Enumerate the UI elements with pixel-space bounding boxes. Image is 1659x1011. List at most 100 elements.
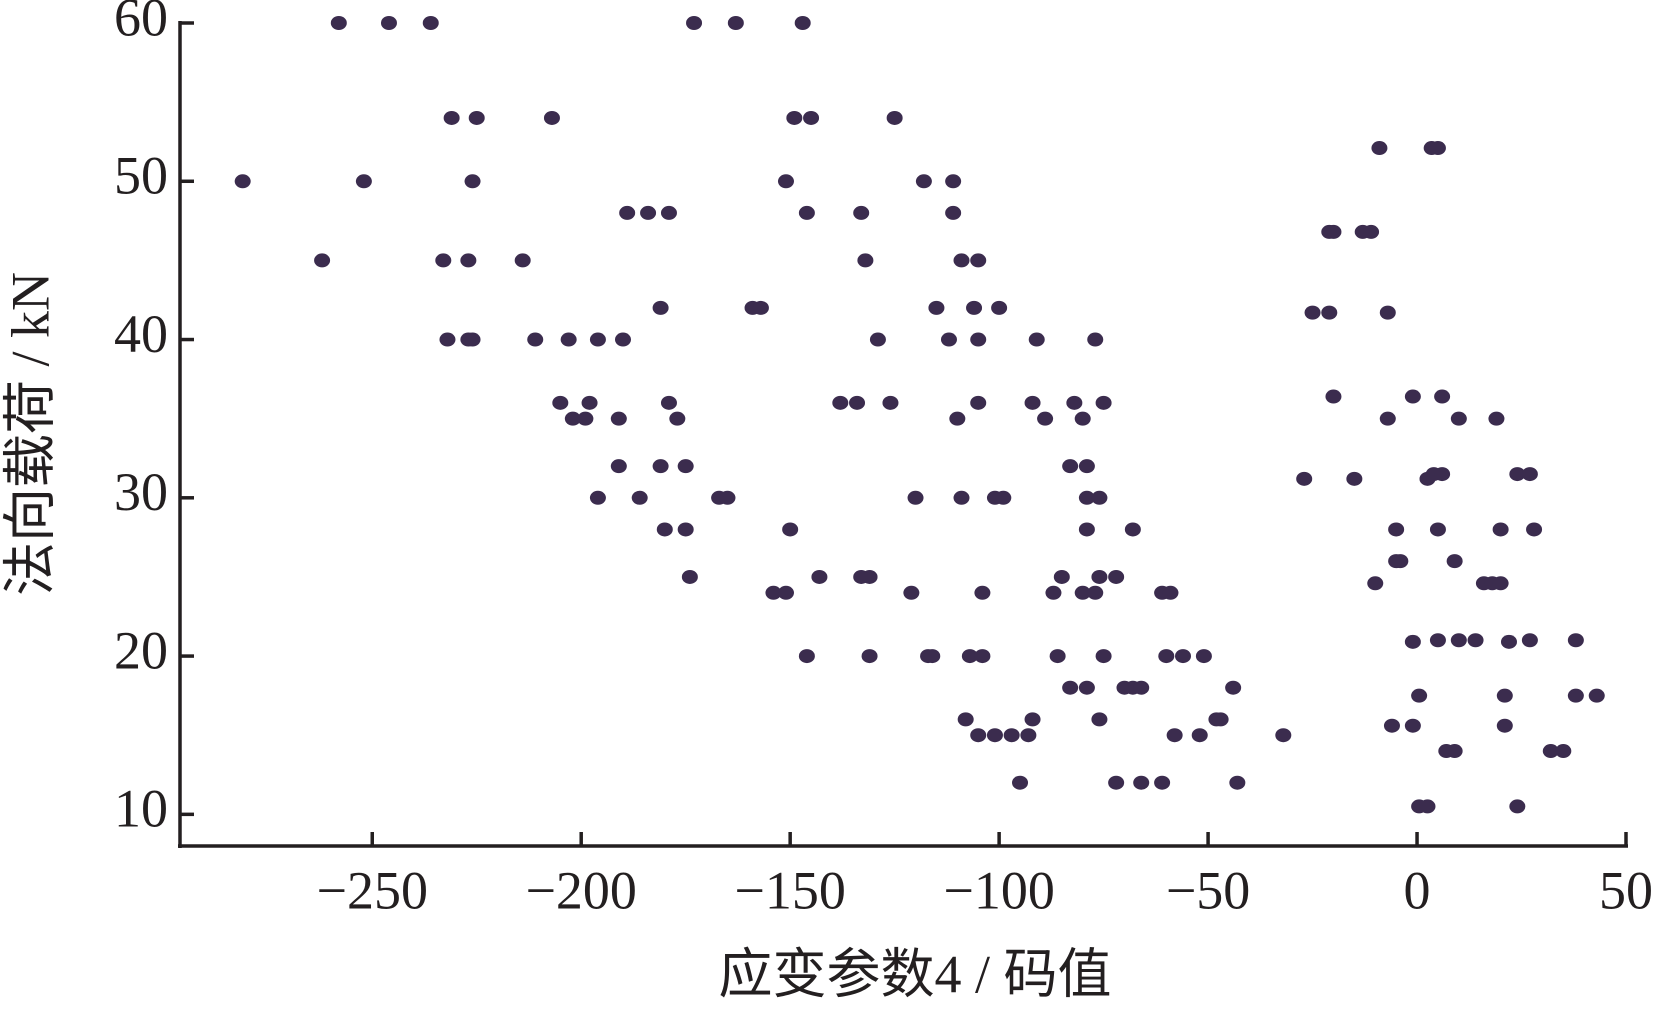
point [1296,471,1313,486]
point [1363,224,1380,239]
point [1467,633,1484,648]
point [1091,569,1108,584]
point [945,205,962,220]
y-tick-label: 30 [114,462,168,522]
point [1225,680,1242,695]
point [1045,585,1062,600]
point [577,411,594,426]
point [677,522,694,537]
point [1555,744,1572,759]
point [1003,728,1020,743]
point [1509,467,1526,482]
point [652,459,669,474]
point [543,110,560,125]
point [777,174,794,189]
point [1062,680,1079,695]
point [953,490,970,505]
point [581,395,598,410]
point [1175,649,1192,664]
x-tick-label: −100 [943,860,1054,920]
point [869,332,886,347]
point [811,569,828,584]
point [514,253,531,268]
point [1521,633,1538,648]
point [1429,633,1446,648]
point [1434,389,1451,404]
point [1392,554,1409,569]
point [1133,680,1150,695]
point [314,253,331,268]
point [1446,744,1463,759]
point [669,411,686,426]
point [640,205,657,220]
y-tick-label: 20 [114,620,168,680]
point [1446,554,1463,569]
point [1275,728,1292,743]
point [435,253,452,268]
point [589,332,606,347]
point [752,300,769,315]
point [443,110,460,125]
point [1095,395,1112,410]
point [380,16,397,30]
point [1509,799,1526,814]
point [1379,305,1396,320]
point [924,649,941,664]
point [861,569,878,584]
point [966,300,983,315]
point [1325,224,1342,239]
point [619,205,636,220]
point [1346,471,1363,486]
point [614,332,631,347]
point [903,585,920,600]
point [1091,712,1108,727]
point [782,522,799,537]
point [765,585,782,600]
point [995,490,1012,505]
point [1024,712,1041,727]
point [355,174,372,189]
point [970,395,987,410]
y-axis-label: 法向载荷 / kN [0,272,60,596]
point [652,300,669,315]
y-tick-label: 50 [114,146,168,206]
point [1229,775,1246,790]
point [719,490,736,505]
point [832,395,849,410]
point [1404,634,1421,649]
point [861,649,878,664]
x-tick-label: −200 [525,860,636,920]
point [1542,744,1559,759]
point [727,16,744,30]
point [853,205,870,220]
point [794,16,811,30]
point [464,332,481,347]
point [677,459,694,474]
point [1087,585,1104,600]
point [798,205,815,220]
point [1212,712,1229,727]
x-tick-label: −150 [734,860,845,920]
point [1383,718,1400,733]
point [1304,305,1321,320]
point [1526,522,1543,537]
point [1108,775,1125,790]
point [1074,411,1091,426]
point [849,395,866,410]
point [1496,718,1513,733]
point [564,411,581,426]
point [1429,522,1446,537]
point [422,16,439,30]
point [953,253,970,268]
y-tick-label: 60 [114,0,168,47]
point [681,569,698,584]
point [1567,633,1584,648]
point [527,332,544,347]
point [560,332,577,347]
point [961,649,978,664]
point [974,585,991,600]
x-tick-label: −250 [317,860,428,920]
point [1028,332,1045,347]
point [1411,688,1428,703]
